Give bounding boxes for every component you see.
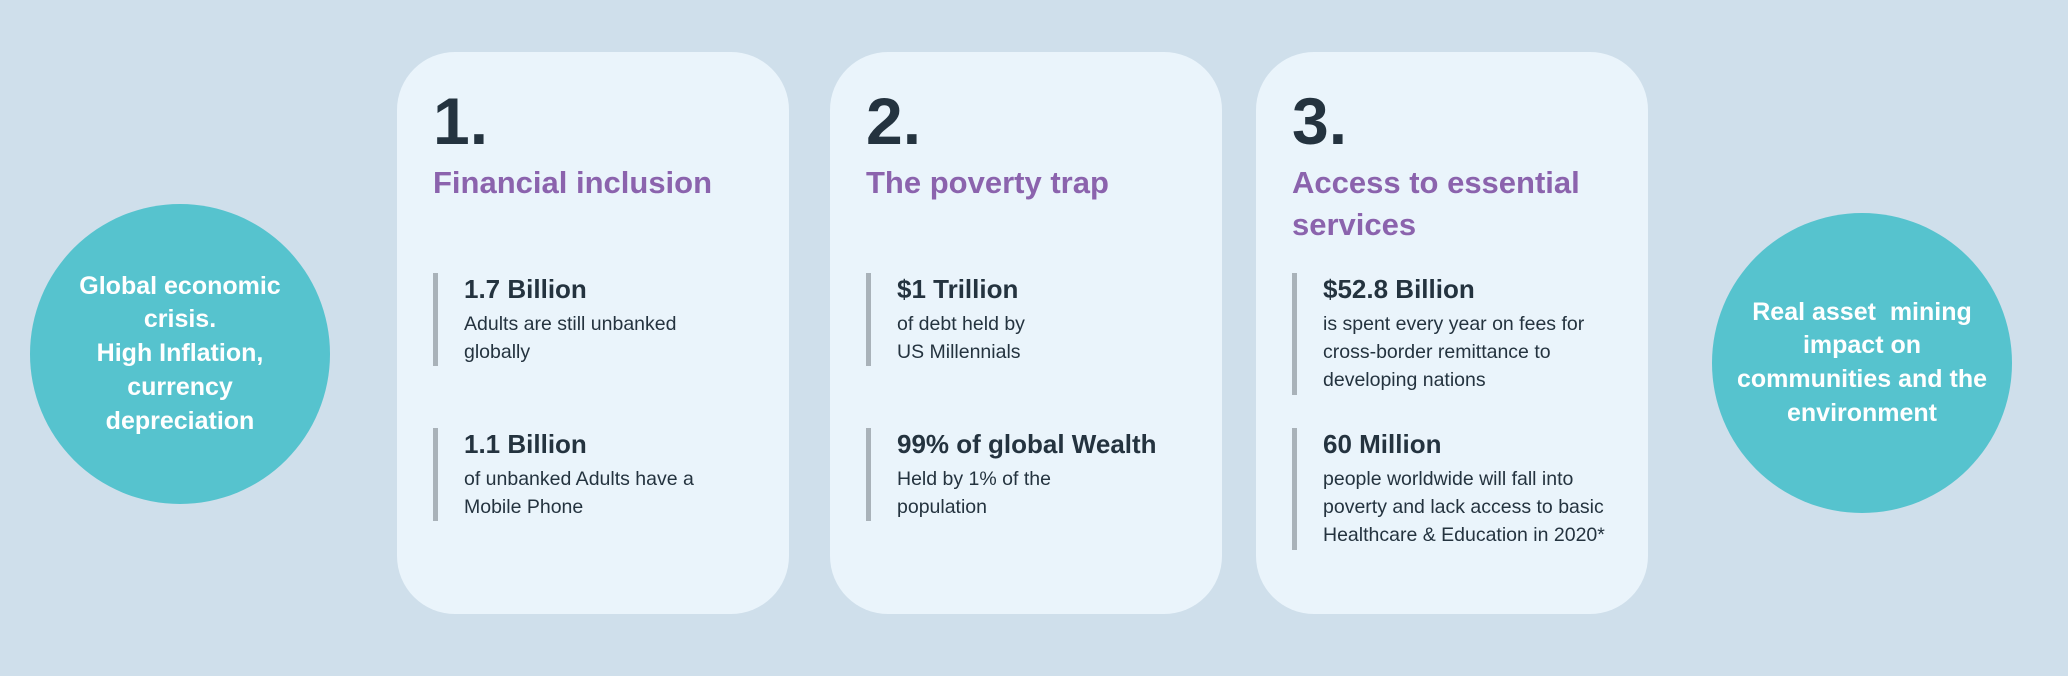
stat-description: Adults are still unbanked globally [464, 312, 677, 364]
stat-description: people worldwide will fall into poverty … [1323, 467, 1605, 547]
card-number: 3. [1292, 84, 1348, 158]
card-title: Access to essential services [1292, 165, 1580, 242]
stat-block: 60 Million people worldwide will fall in… [1292, 428, 1624, 550]
card-number: 2. [866, 84, 922, 158]
stat-block: $52.8 Billion is spent every year on fee… [1292, 273, 1624, 395]
left-bubble: Global economic crisis. High Inflation, … [30, 204, 330, 504]
card-access-essential-services: 3. Access to essential services $52.8 Bi… [1256, 52, 1648, 614]
card-title: Financial inclusion [433, 165, 713, 200]
stat-value: 1.1 Billion [464, 429, 587, 459]
card-financial-inclusion: 1. Financial inclusion 1.7 Billion Adult… [397, 52, 789, 614]
card-number: 1. [433, 84, 489, 158]
right-bubble-text: Real asset mining impact on communities … [1736, 297, 1988, 427]
stat-value: 60 Million [1323, 429, 1442, 459]
stat-value: $1 Trillion [897, 274, 1019, 304]
stat-block: 99% of global Wealth Held by 1% of the p… [866, 428, 1198, 522]
stat-description: of unbanked Adults have a Mobile Phone [464, 467, 694, 519]
card-poverty-trap: 2. The poverty trap $1 Trillion of debt … [830, 52, 1222, 614]
stat-value: 99% of global Wealth [897, 429, 1157, 459]
right-bubble: Real asset mining impact on communities … [1712, 213, 2012, 513]
card-title: The poverty trap [866, 165, 1109, 200]
stat-description: is spent every year on fees for cross-bo… [1323, 312, 1585, 392]
stat-value: $52.8 Billion [1323, 274, 1475, 304]
left-bubble-text: Global economic crisis. High Inflation, … [79, 271, 281, 435]
stat-block: 1.7 Billion Adults are still unbanked gl… [433, 273, 765, 367]
stat-description: of debt held by US Millennials [897, 312, 1025, 364]
stat-value: 1.7 Billion [464, 274, 587, 304]
stat-block: 1.1 Billion of unbanked Adults have a Mo… [433, 428, 765, 522]
stat-description: Held by 1% of the population [897, 467, 1051, 519]
stat-block: $1 Trillion of debt held by US Millennia… [866, 273, 1198, 367]
